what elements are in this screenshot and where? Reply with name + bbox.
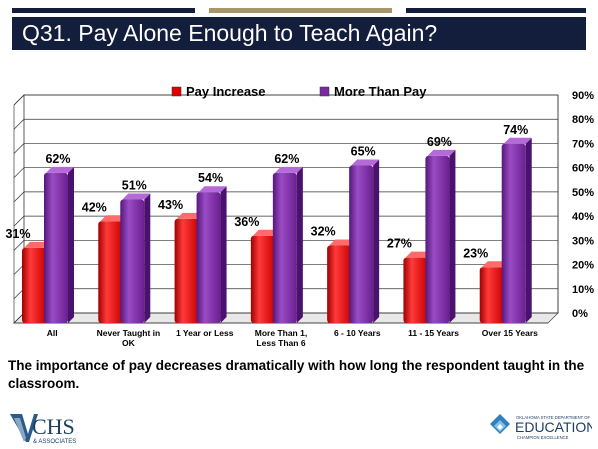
- bar-more-than-pay: [196, 186, 227, 323]
- bar-more-than-pay-top: [427, 149, 456, 156]
- bar-more-than-pay-front: [501, 143, 526, 323]
- x-tick-label: Never Taught in: [97, 328, 161, 338]
- legend-swatch-pay-increase: [171, 86, 182, 97]
- y-tick-label: 90%: [572, 90, 594, 102]
- gridline: [13, 143, 558, 154]
- legend-swatch-more-than-pay: [319, 86, 330, 97]
- logo-chs-subtext: & ASSOCIATES: [33, 439, 76, 445]
- bar-more-than-pay-front: [44, 172, 68, 323]
- bar-more-than-pay: [272, 166, 303, 323]
- bar-more-than-pay-top: [198, 186, 227, 193]
- bar-more-than-pay-top: [46, 166, 74, 173]
- logo-ed-main: EDUCATION: [515, 419, 592, 435]
- bar-more-than-pay-front: [196, 192, 221, 323]
- y-tick-label: 0%: [572, 308, 588, 320]
- bar-pay-increase-front: [327, 245, 352, 323]
- x-tick-label: 1 Year or Less: [176, 328, 234, 338]
- data-label-more-than-pay: 74%: [503, 123, 528, 137]
- chs-associates-logo: CHS & ASSOCIATES: [10, 414, 76, 445]
- bar-pay-increase-front: [22, 247, 46, 323]
- data-label-pay-increase: 23%: [463, 246, 488, 260]
- chart-caption: The importance of pay decreases dramatic…: [8, 358, 585, 391]
- x-tick-label: OK: [122, 338, 136, 348]
- y-tick-label: 30%: [572, 235, 594, 247]
- gridline: [13, 167, 558, 178]
- y-tick-label: 50%: [572, 187, 594, 199]
- x-tick-label: All: [47, 328, 58, 338]
- bar-chart: 0% 10% 20% 30% 40% 50% 60% 70% 80% 90% Pay Increas…: [5, 84, 594, 348]
- data-label-more-than-pay: 62%: [274, 152, 299, 166]
- header-accent-bar-left: [12, 8, 195, 13]
- bar-more-than-pay-top: [351, 159, 380, 166]
- title-band: Q31. Pay Alone Enough to Teach Again?: [12, 17, 586, 50]
- bar-more-than-pay-side: [68, 166, 74, 323]
- bar-more-than-pay-side: [525, 137, 532, 323]
- x-tick-label: 6 - 10 Years: [334, 328, 381, 338]
- oklahoma-education-logo: OKLAHOMA STATE DEPARTMENT OF EDUCATION C…: [490, 414, 592, 440]
- x-tick-label: More Than 1,: [255, 328, 307, 338]
- data-label-pay-increase: 42%: [82, 200, 107, 214]
- y-tick-label: 40%: [572, 211, 594, 223]
- bar-more-than-pay-side: [373, 159, 380, 323]
- y-tick-label: 70%: [572, 138, 594, 150]
- bar-more-than-pay: [44, 166, 74, 323]
- bar-more-than-pay-front: [425, 155, 450, 323]
- bar-pay-increase-front: [479, 267, 504, 323]
- data-label-more-than-pay: 62%: [45, 152, 70, 166]
- y-tick-label: 80%: [572, 114, 594, 126]
- logo-chs-text: CHS: [32, 414, 75, 439]
- gridline: [13, 239, 558, 251]
- bar-pay-increase-front: [250, 235, 275, 323]
- bar-pay-increase-front: [98, 221, 123, 323]
- bar-pay-increase-front: [403, 257, 428, 323]
- bar-more-than-pay-top: [503, 137, 532, 144]
- legend-label-more-than-pay: More Than Pay: [334, 84, 427, 99]
- data-label-more-than-pay: 65%: [351, 145, 376, 159]
- data-label-pay-increase: 31%: [5, 227, 30, 241]
- bar-more-than-pay-side: [220, 186, 227, 323]
- bar-more-than-pay-front: [272, 172, 297, 323]
- y-tick-label: 10%: [572, 284, 594, 296]
- logo-ed-tagline: CHAMPION EXCELLENCE: [517, 435, 569, 440]
- logo-ed-small: OKLAHOMA STATE DEPARTMENT OF: [516, 415, 591, 420]
- bar-more-than-pay-front: [120, 199, 145, 323]
- data-label-pay-increase: 43%: [158, 198, 183, 212]
- bar-more-than-pay: [501, 137, 532, 323]
- bar-more-than-pay: [120, 193, 151, 323]
- bar-more-than-pay-side: [449, 149, 456, 323]
- bar-more-than-pay-top: [122, 193, 151, 200]
- y-tick-label: 20%: [572, 260, 594, 272]
- x-tick-label: 11 - 15 Years: [408, 328, 459, 338]
- gridline: [13, 191, 558, 203]
- header-accent-bar-right: [406, 8, 586, 13]
- bar-more-than-pay-side: [144, 193, 151, 323]
- header-accent-bar-center: [209, 8, 392, 13]
- bar-more-than-pay: [425, 149, 456, 323]
- data-label-pay-increase: 32%: [311, 224, 336, 238]
- bar-more-than-pay-top: [274, 166, 303, 173]
- data-label-pay-increase: 27%: [387, 237, 412, 251]
- legend-label-pay-increase: Pay Increase: [186, 84, 266, 99]
- bar-more-than-pay-side: [296, 166, 303, 323]
- page-title: Q31. Pay Alone Enough to Teach Again?: [22, 20, 438, 46]
- x-tick-label: Over 15 Years: [482, 328, 538, 338]
- bar-more-than-pay-front: [349, 165, 374, 323]
- y-tick-label: 60%: [572, 163, 594, 175]
- bar-more-than-pay: [349, 159, 380, 323]
- x-tick-label: Less Than 6: [256, 338, 305, 348]
- data-label-more-than-pay: 69%: [427, 135, 452, 149]
- gridline: [13, 215, 558, 227]
- data-label-more-than-pay: 51%: [122, 178, 147, 192]
- gridline: [13, 118, 558, 130]
- data-label-more-than-pay: 54%: [198, 171, 223, 185]
- bar-pay-increase-front: [174, 218, 199, 323]
- data-label-pay-increase: 36%: [234, 215, 259, 229]
- gridline: [13, 94, 558, 106]
